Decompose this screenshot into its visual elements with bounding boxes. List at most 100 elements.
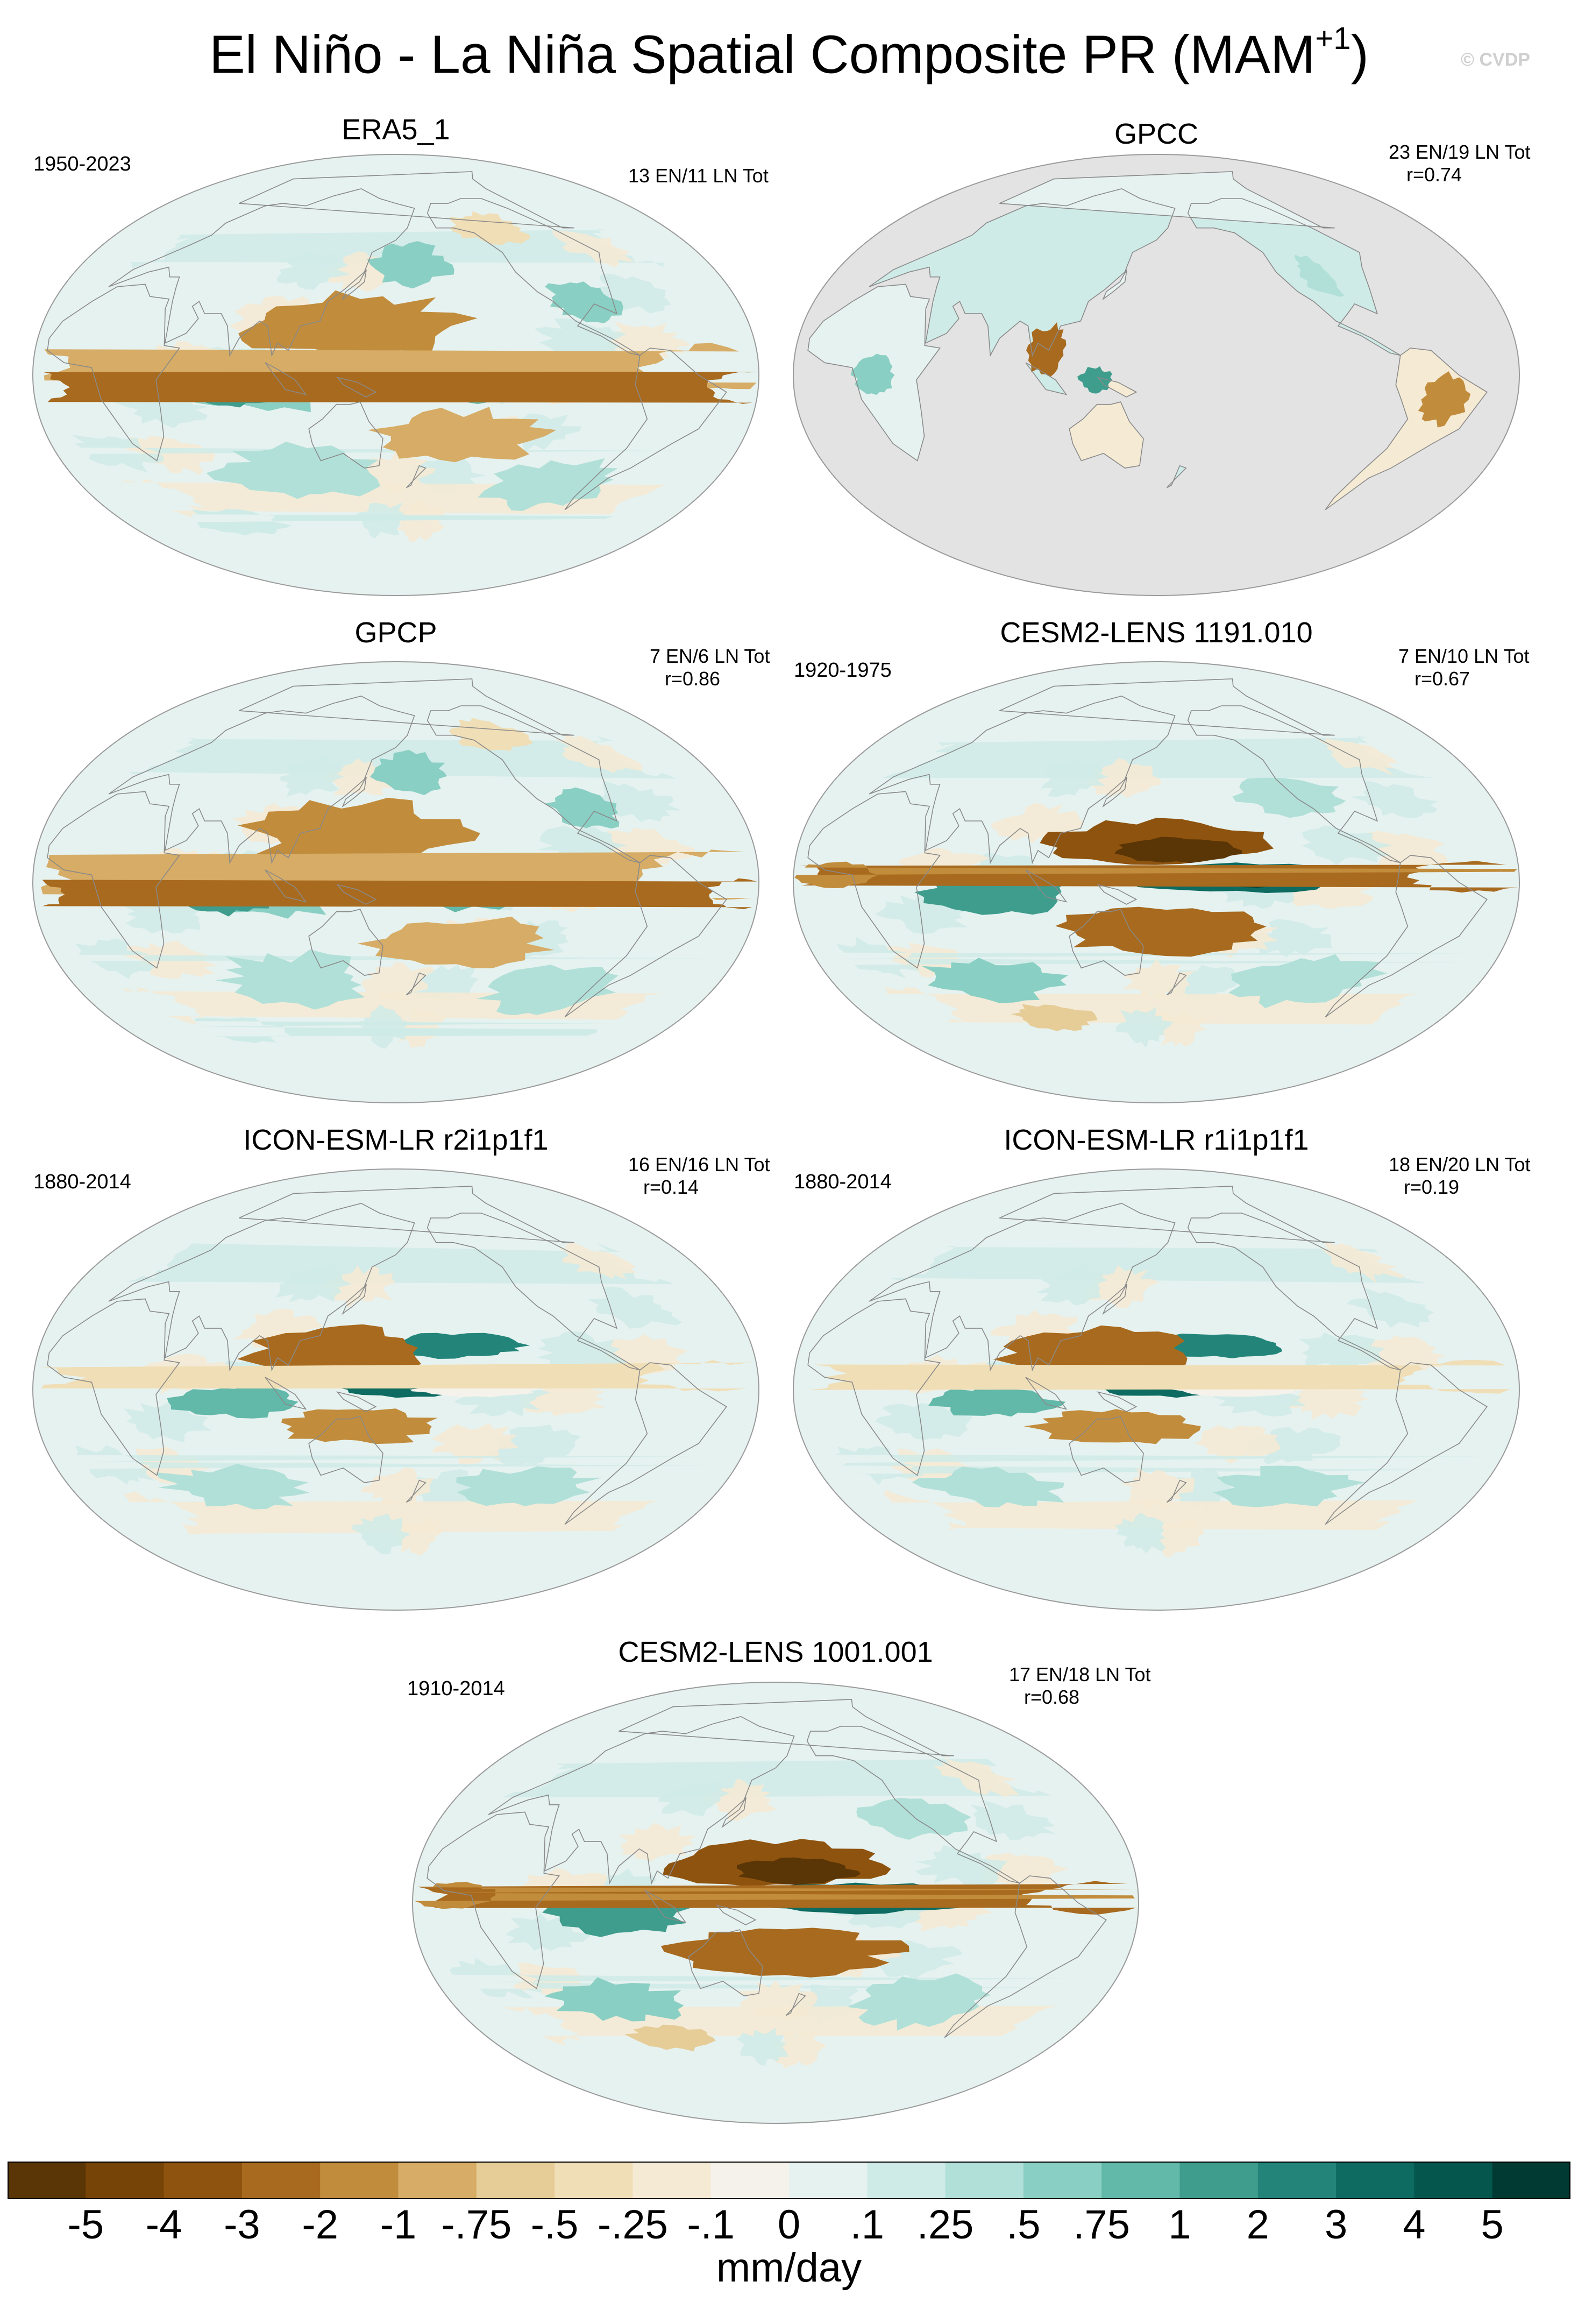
map-border (412, 1682, 1139, 2124)
colorbar-swatch (555, 2162, 633, 2199)
colorbar-swatch (1179, 2162, 1259, 2199)
colorbar-tick-label: -.25 (597, 2202, 668, 2248)
panel-events: 18 EN/20 LN Tot (1389, 1153, 1531, 1175)
colorbar-tick-label: -5 (67, 2202, 104, 2248)
map-border (32, 1168, 759, 1611)
panel-correlation: r=0.74 (1406, 164, 1462, 186)
coastline (265, 869, 307, 903)
coastline (1187, 705, 1401, 863)
colorbar-swatch (86, 2162, 165, 2199)
panel-years: 1950-2023 (33, 153, 131, 175)
coastline (564, 348, 727, 511)
panel-years: 1920-1975 (794, 659, 892, 682)
anomaly-region (1023, 1409, 1201, 1444)
panel-title: GPCC (1114, 118, 1198, 150)
coastline (427, 198, 641, 356)
anomaly-region (414, 1881, 1136, 1909)
colorbar-tick-label: 1 (1168, 2202, 1191, 2248)
coastline (806, 1726, 1020, 1884)
panel-events: 17 EN/18 LN Tot (1009, 1663, 1151, 1685)
coastline (342, 269, 367, 301)
coastline (644, 1890, 687, 1923)
colorbar-tick-label: -4 (145, 2202, 182, 2248)
coastline (427, 1811, 560, 1989)
panel-title: CESM2-LENS 1191.010 (1000, 617, 1313, 649)
coastline (342, 1284, 367, 1315)
colorbar-tick-label: 3 (1324, 2202, 1348, 2248)
panel-years: 1880-2014 (33, 1171, 131, 1193)
colorbar-tick-label: -.1 (687, 2202, 735, 2248)
colorbar-swatch (1414, 2162, 1493, 2199)
coastline (427, 1213, 641, 1371)
colorbar-tick-label: -2 (302, 2202, 338, 2248)
coastline (308, 909, 383, 976)
colorbar-swatch (164, 2162, 243, 2199)
panel-events: 23 EN/19 LN Tot (1389, 141, 1531, 163)
coastline (238, 678, 574, 736)
panel-correlation: r=0.19 (1404, 1176, 1460, 1198)
coastline (564, 855, 727, 1018)
colorbar-tick-label: -.5 (530, 2202, 579, 2248)
anomaly-region (736, 1857, 861, 1885)
anomaly-region (367, 407, 557, 463)
map-border (32, 154, 759, 596)
coastline (1166, 1479, 1187, 1503)
anomaly-region (181, 1017, 614, 1043)
anomaly-region (42, 372, 759, 404)
map-border (793, 1168, 1520, 1611)
coastline (488, 1716, 795, 1885)
coastline (1187, 198, 1401, 356)
robinson-map (32, 661, 759, 1103)
coastline (999, 1186, 1335, 1243)
coastline (1069, 909, 1144, 976)
anomaly-region (42, 878, 757, 910)
anomaly-region (1213, 1465, 1366, 1507)
coastline (406, 972, 427, 996)
coastline (1166, 972, 1187, 996)
colorbar-swatch (867, 2162, 946, 2199)
coastline (807, 284, 941, 462)
colorbar-tick-label: .75 (1073, 2202, 1131, 2248)
coastline (999, 171, 1335, 229)
colorbar-tick-label: -.75 (441, 2202, 512, 2248)
coastline (999, 678, 1335, 736)
panel-correlation: r=0.67 (1414, 668, 1470, 690)
colorbar-swatch (1492, 2162, 1570, 2199)
coastline (869, 695, 1176, 865)
anomaly-region (850, 353, 895, 395)
colorbar-swatch (1023, 2162, 1102, 2199)
colorbar-tick-label: 0 (777, 2202, 801, 2248)
coastline (1102, 1284, 1127, 1315)
colorbar-swatch (8, 2162, 86, 2199)
coastline (238, 171, 574, 229)
anomaly-region (660, 1928, 909, 1978)
coastline (238, 1186, 574, 1243)
coastline (1325, 855, 1488, 1018)
panel-events: 7 EN/10 LN Tot (1398, 645, 1530, 667)
coastline (1025, 1377, 1068, 1410)
anomaly-region (238, 290, 478, 363)
coastline (342, 776, 367, 808)
anomaly-region (370, 749, 447, 796)
anomaly-region (215, 950, 365, 1010)
coastline (47, 1298, 181, 1476)
coastline (108, 188, 415, 357)
anomaly-region (912, 1466, 1065, 1508)
map-border (793, 154, 1520, 596)
coastline (1097, 884, 1138, 905)
anomaly-region (478, 458, 618, 511)
anomaly-region (1011, 1004, 1098, 1031)
anomaly-region (156, 1464, 310, 1510)
panel-years: 1910-2014 (407, 1677, 505, 1700)
panel-correlation: r=0.14 (643, 1176, 699, 1198)
colorbar (8, 2162, 1570, 2199)
colorbar-swatch (1257, 2162, 1337, 2199)
coastline (1325, 1362, 1488, 1525)
anomaly-region (450, 211, 531, 245)
colorbar-tick-label: -3 (224, 2202, 260, 2248)
anomaly-region (1114, 837, 1242, 863)
robinson-map (32, 154, 759, 596)
coastline (308, 401, 383, 469)
coastline (47, 791, 181, 969)
coastline (406, 465, 427, 488)
